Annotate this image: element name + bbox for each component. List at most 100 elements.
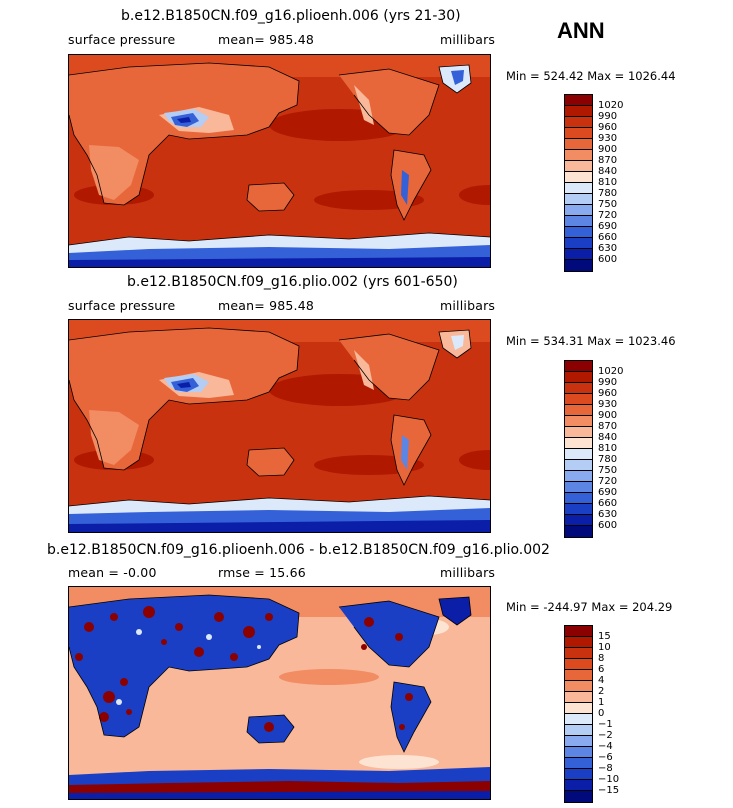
colorbar-swatch: [565, 659, 592, 670]
panel-2-colorbar: [564, 360, 593, 538]
panel-2-minmax: Min = 534.31 Max = 1023.46: [506, 334, 676, 348]
colorbar-label: 1: [598, 697, 605, 708]
colorbar-label: −6: [598, 752, 613, 763]
colorbar-swatch: [565, 416, 592, 427]
panel-1-units-label: millibars: [440, 32, 496, 47]
colorbar-swatch: [565, 405, 592, 416]
colorbar-label: 960: [598, 388, 618, 399]
panel-3-mean-label: mean = -0.00: [68, 565, 157, 580]
panel-2-title: b.e12.B1850CN.f09_g16.plio.002 (yrs 601-…: [127, 274, 458, 290]
colorbar-swatch: [565, 526, 592, 537]
colorbar-swatch: [565, 249, 592, 260]
colorbar-swatch: [565, 515, 592, 526]
colorbar-label: −15: [598, 785, 620, 796]
colorbar-label: 960: [598, 122, 618, 133]
colorbar-swatch: [565, 482, 592, 493]
colorbar-swatch: [565, 205, 592, 216]
colorbar-label: 930: [598, 133, 618, 144]
colorbar-label: 660: [598, 232, 618, 243]
colorbar-label: −10: [598, 774, 620, 785]
colorbar-label: 870: [598, 421, 618, 432]
colorbar-label: 810: [598, 177, 618, 188]
colorbar-label: 900: [598, 410, 618, 421]
colorbar-swatch: [565, 681, 592, 692]
panel-2-variable-label: surface pressure: [68, 298, 176, 313]
colorbar-label: 6: [598, 664, 605, 675]
colorbar-swatch: [565, 227, 592, 238]
panel-3-map: [68, 586, 491, 800]
colorbar-label: 630: [598, 243, 618, 254]
colorbar-swatch: [565, 161, 592, 172]
panel-2-map-graphic: [69, 320, 490, 532]
colorbar-swatch: [565, 183, 592, 194]
panel-3-rmse-label: rmse = 15.66: [218, 565, 306, 580]
colorbar-label: 660: [598, 498, 618, 509]
colorbar-swatch: [565, 238, 592, 249]
colorbar-swatch: [565, 791, 592, 802]
colorbar-swatch: [565, 725, 592, 736]
colorbar-swatch: [565, 150, 592, 161]
colorbar-label: 2: [598, 686, 605, 697]
colorbar-label: 4: [598, 675, 605, 686]
panel-1-colorbar: [564, 94, 593, 272]
colorbar-swatch: [565, 260, 592, 271]
colorbar-swatch: [565, 361, 592, 372]
colorbar-swatch: [565, 769, 592, 780]
panel-3-colorbar: [564, 625, 593, 803]
panel-2-mean-label: mean= 985.48: [218, 298, 315, 313]
colorbar-label: 600: [598, 254, 618, 265]
colorbar-swatch: [565, 139, 592, 150]
colorbar-label: 1020: [598, 100, 624, 111]
panel-1-map-graphic: [69, 55, 490, 267]
season-label: ANN: [557, 18, 605, 43]
panel-1-title: b.e12.B1850CN.f09_g16.plioenh.006 (yrs 2…: [121, 8, 461, 24]
colorbar-swatch: [565, 637, 592, 648]
colorbar-label: 15: [598, 631, 611, 642]
colorbar-swatch: [565, 714, 592, 725]
colorbar-swatch: [565, 194, 592, 205]
colorbar-swatch: [565, 372, 592, 383]
colorbar-label: 690: [598, 221, 618, 232]
colorbar-swatch: [565, 449, 592, 460]
colorbar-label: −8: [598, 763, 613, 774]
colorbar-label: 780: [598, 454, 618, 465]
colorbar-label: 840: [598, 166, 618, 177]
colorbar-swatch: [565, 758, 592, 769]
colorbar-swatch: [565, 703, 592, 714]
colorbar-label: −1: [598, 719, 613, 730]
colorbar-swatch: [565, 692, 592, 703]
colorbar-swatch: [565, 747, 592, 758]
colorbar-label: 630: [598, 509, 618, 520]
panel-1-mean-label: mean= 985.48: [218, 32, 315, 47]
panel-3-units-label: millibars: [440, 565, 496, 580]
colorbar-label: 930: [598, 399, 618, 410]
colorbar-label: 600: [598, 520, 618, 531]
colorbar-swatch: [565, 117, 592, 128]
colorbar-label: −2: [598, 730, 613, 741]
colorbar-swatch: [565, 394, 592, 405]
colorbar-swatch: [565, 95, 592, 106]
colorbar-label: 8: [598, 653, 605, 664]
colorbar-label: 690: [598, 487, 618, 498]
panel-3-minmax: Min = -244.97 Max = 204.29: [506, 600, 673, 614]
panel-1-map: [68, 54, 491, 268]
colorbar-swatch: [565, 128, 592, 139]
colorbar-label: −4: [598, 741, 613, 752]
colorbar-swatch: [565, 780, 592, 791]
panel-1-minmax: Min = 524.42 Max = 1026.44: [506, 69, 676, 83]
colorbar-swatch: [565, 736, 592, 747]
colorbar-swatch: [565, 172, 592, 183]
colorbar-swatch: [565, 626, 592, 637]
colorbar-label: 990: [598, 111, 618, 122]
colorbar-label: 990: [598, 377, 618, 388]
colorbar-label: 750: [598, 199, 618, 210]
colorbar-swatch: [565, 471, 592, 482]
colorbar-swatch: [565, 427, 592, 438]
colorbar-swatch: [565, 648, 592, 659]
panel-3-title: b.e12.B1850CN.f09_g16.plioenh.006 - b.e1…: [47, 542, 550, 558]
colorbar-label: 750: [598, 465, 618, 476]
panel-2-map: [68, 319, 491, 533]
colorbar-label: 810: [598, 443, 618, 454]
colorbar-label: 870: [598, 155, 618, 166]
colorbar-label: 0: [598, 708, 605, 719]
